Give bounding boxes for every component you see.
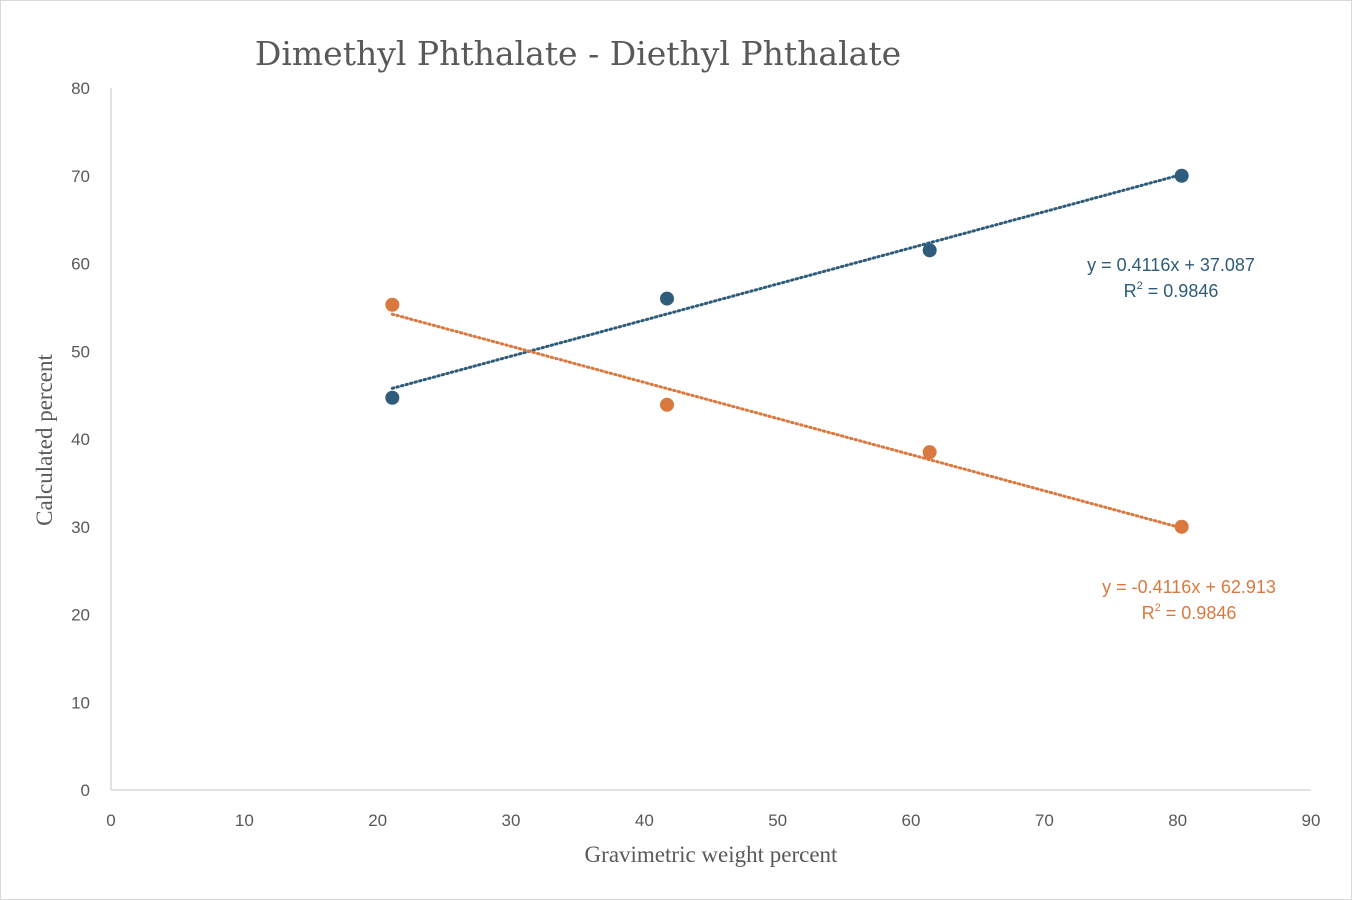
x-tick-label: 60	[902, 811, 921, 830]
series-0-point	[660, 291, 674, 306]
series-1-equation-label: y = -0.4116x + 62.913 R2 = 0.9846	[1102, 577, 1276, 623]
x-tick-label: 70	[1035, 811, 1054, 830]
y-tick-labels: 0 10 20 30 40 50 60 70 80	[71, 79, 90, 800]
y-tick-label: 40	[71, 430, 90, 449]
y-tick-label: 70	[71, 167, 90, 186]
series-0-equation: y = 0.4116x + 37.087	[1087, 255, 1255, 275]
y-axis-title: Calculated percent	[32, 354, 57, 526]
y-tick-label: 0	[81, 781, 90, 800]
x-tick-label: 20	[368, 811, 387, 830]
y-tick-label: 30	[71, 518, 90, 537]
x-tick-labels: 0 10 20 30 40 50 60 70 80 90	[106, 811, 1320, 830]
axes	[110, 88, 1311, 791]
series-0-equation-label: y = 0.4116x + 37.087 R2 = 0.9846	[1087, 255, 1255, 301]
series-1-equation: y = -0.4116x + 62.913	[1102, 577, 1276, 597]
x-axis-title: Gravimetric weight percent	[585, 842, 838, 867]
series-1-r-squared: R2 = 0.9846	[1142, 602, 1237, 623]
y-tick-label: 60	[71, 255, 90, 274]
series-1-point	[922, 445, 937, 460]
series-0-point	[922, 243, 937, 258]
trendlines	[390, 173, 1184, 530]
x-tick-label: 50	[768, 811, 787, 830]
y-tick-label: 10	[71, 693, 90, 712]
series-1-point	[385, 297, 400, 312]
x-tick-label: 10	[235, 811, 254, 830]
y-tick-label: 20	[71, 606, 90, 625]
series-0-r-squared: R2 = 0.9846	[1124, 280, 1219, 301]
x-tick-label: 30	[502, 811, 521, 830]
data-points	[385, 168, 1189, 534]
series-0-point	[1174, 168, 1189, 183]
series-1-point	[660, 397, 674, 412]
x-tick-label: 80	[1168, 811, 1187, 830]
series-0-trendline	[390, 173, 1184, 390]
series-1-point	[1174, 519, 1189, 534]
series-1-trendline	[390, 312, 1184, 530]
y-tick-label: 80	[71, 79, 90, 98]
chart-title: Dimethyl Phthalate - Diethyl Phthalate	[255, 34, 901, 73]
x-tick-label: 40	[635, 811, 654, 830]
x-tick-label: 90	[1302, 811, 1321, 830]
y-tick-label: 50	[71, 342, 90, 361]
x-tick-label: 0	[106, 811, 115, 830]
series-0-point	[385, 390, 400, 405]
